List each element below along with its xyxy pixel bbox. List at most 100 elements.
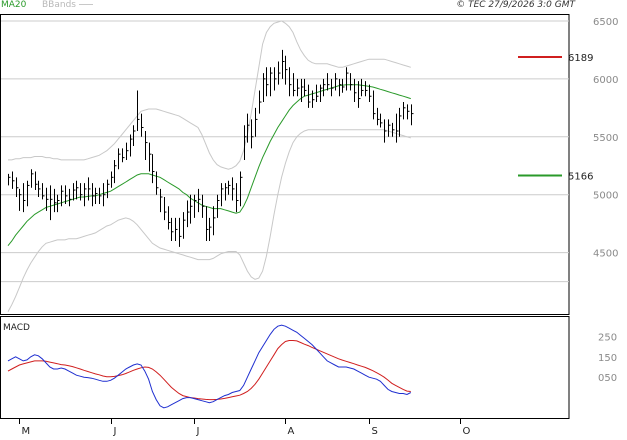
bband-upper — [8, 20, 411, 170]
ohlc-bar — [198, 188, 201, 213]
ohlc-bar — [323, 78, 326, 97]
ohlc-bar — [46, 187, 49, 211]
macd-title: MACD — [3, 323, 30, 333]
macd-tick-label: 050 — [598, 373, 617, 384]
ohlc-bar — [84, 183, 87, 207]
macd-panel: MACD 250 150 050 — [3, 323, 617, 409]
ohlc-bar — [346, 67, 349, 91]
ohlc-bar — [270, 67, 273, 97]
time-tick-label: J — [113, 426, 117, 437]
ohlc-bar — [411, 104, 414, 126]
ohlc-bar — [80, 183, 83, 201]
time-tick-label: S — [372, 426, 378, 437]
ohlc-bar — [202, 194, 205, 218]
ohlc-bar — [285, 55, 288, 85]
ohlc-bar — [164, 197, 167, 221]
ohlc-bar — [263, 73, 266, 103]
ohlc-bar — [339, 78, 342, 97]
ohlc-bar — [293, 73, 296, 97]
macd-line — [7, 324, 412, 409]
ohlc-bar — [183, 212, 186, 239]
ohlc-bar — [206, 206, 209, 242]
ohlc-bar — [156, 171, 159, 195]
ohlc-bar — [255, 107, 258, 137]
ma20-line — [7, 84, 411, 247]
ma20-series — [7, 84, 411, 247]
ohlc-bar — [289, 67, 292, 97]
ohlc-bar — [149, 142, 152, 172]
ohlc-bar — [251, 119, 254, 149]
ohlc-bar — [160, 188, 163, 213]
ohlc-bar — [316, 84, 319, 103]
ohlc-bar — [320, 84, 323, 103]
price-tick-label: 4500 — [593, 249, 618, 260]
price-tick-label: 6500 — [593, 17, 618, 28]
ohlc-bar — [179, 217, 182, 247]
ohlc-bar — [57, 194, 60, 213]
ohlc-bar — [213, 206, 216, 236]
ohlc-bar — [373, 90, 376, 120]
ohlc-bar — [73, 183, 76, 201]
ohlc-bar — [240, 171, 243, 207]
price-axis: 4500 5000 5500 6000 6500 — [593, 17, 618, 260]
macd-signal-line — [7, 340, 411, 401]
ohlc-bar — [133, 125, 136, 147]
ohlc-bar — [19, 188, 22, 211]
ohlc-bar — [282, 49, 285, 79]
ohlc-bar — [361, 78, 364, 97]
ohlc-bar — [187, 200, 190, 228]
ohlc-bar — [99, 187, 102, 204]
ohlc-bar — [16, 177, 19, 198]
resistance-label: 6189 — [568, 53, 593, 64]
ohlc-bar — [126, 142, 129, 160]
ohlc-bar — [12, 171, 15, 189]
ohlc-bar — [358, 81, 361, 108]
ohlc-bar — [42, 183, 45, 200]
ohlc-bar — [301, 78, 304, 103]
macd-tick-label: 150 — [598, 353, 617, 364]
ohlc-bar — [266, 67, 269, 97]
price-tick-label: 6000 — [593, 75, 618, 86]
ohlc-bar — [194, 194, 197, 218]
ohlc-bar — [152, 154, 155, 184]
ohlc-bar — [54, 188, 57, 213]
copyright-text: © TEC 27/9/2026 3:0 GMT — [456, 0, 575, 10]
ohlc-bar — [384, 119, 387, 143]
ohlc-bar — [350, 73, 353, 91]
ohlc-bar — [244, 125, 247, 160]
grid-lines — [1, 20, 569, 283]
time-tick-label: O — [463, 426, 471, 437]
ohlc-bar — [171, 217, 174, 242]
ohlc-bar — [380, 113, 383, 128]
ohlc-bar — [209, 217, 212, 242]
ohlc-bar — [365, 81, 368, 97]
price-levels: 6189 5166 — [518, 53, 593, 182]
ohlc-bar — [278, 61, 281, 85]
chart-frame — [0, 14, 570, 419]
ohlc-bar — [35, 171, 38, 191]
ohlc-bar — [65, 185, 68, 204]
ohlc-bar — [392, 122, 395, 137]
ohlc-bar — [403, 102, 406, 120]
ohlc-bar — [76, 180, 79, 200]
ohlc-bar — [396, 113, 399, 143]
ohlc-bar — [27, 180, 30, 207]
ohlc-bar — [399, 107, 402, 137]
ohlc-bars — [8, 49, 414, 247]
ohlc-bar — [247, 113, 250, 143]
ohlc-bar — [259, 90, 262, 114]
ohlc-bar — [225, 183, 228, 201]
ohlc-bar — [190, 194, 193, 224]
legend-bbands: BBands — [42, 0, 93, 11]
ohlc-bar — [114, 159, 117, 184]
ohlc-bar — [95, 187, 98, 204]
ohlc-bar — [168, 206, 171, 230]
ohlc-bar — [8, 173, 11, 186]
ohlc-bar — [377, 107, 380, 126]
ohlc-bar — [92, 183, 95, 207]
ohlc-bar — [38, 180, 41, 198]
ohlc-bar — [304, 78, 307, 97]
time-tick-label: M — [22, 426, 31, 437]
